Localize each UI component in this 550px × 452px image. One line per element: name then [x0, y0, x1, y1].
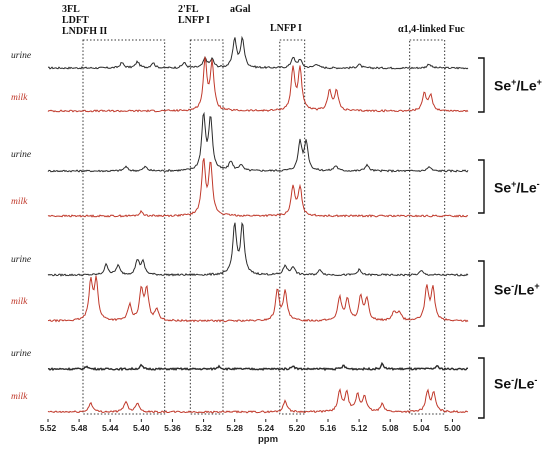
group-3-se-sup: - — [511, 281, 515, 291]
trace-label-milk-2: milk — [11, 197, 28, 207]
group-3-le: Le — [518, 281, 535, 298]
group-1-le-sup: + — [536, 77, 542, 87]
region-label-a14fuc: α1,4-linked Fuc — [398, 24, 465, 35]
spectrum-urine-1 — [47, 35, 469, 70]
region-label-3fl-line1: 3FL — [62, 4, 80, 15]
x-tick-label-6: 5.32 — [195, 423, 212, 433]
region-box-2 — [189, 39, 224, 415]
spectrum-milk-2 — [47, 158, 469, 218]
trace-label-milk-1: milk — [11, 93, 28, 103]
x-tick-label-5: 5.36 — [164, 423, 181, 433]
region-label-2fl-line2: LNFP I — [178, 15, 210, 26]
group-3-se: Se — [494, 281, 512, 298]
x-tick-label-2: 5.48 — [71, 423, 88, 433]
region-label-lnfp: LNFP I — [270, 23, 302, 34]
spectrum-urine-2 — [47, 111, 469, 173]
group-4-le: Le — [518, 375, 535, 392]
group-label-3: Se-/Le+ — [494, 281, 540, 298]
region-label-3fl-line3: LNDFH II — [62, 26, 108, 37]
region-label-agal: aGal — [230, 4, 251, 15]
group-label-2: Se+/Le- — [494, 179, 540, 196]
spectrum-urine-3 — [47, 221, 469, 277]
group-label-4: Se-/Le- — [494, 375, 538, 392]
spectrum-milk-1 — [47, 56, 469, 113]
region-label-2fl-line1: 2'FL — [178, 4, 199, 15]
group-4-se: Se — [494, 375, 512, 392]
region-label-2fl: 2'FL LNFP I — [178, 4, 210, 26]
x-tick-label-7: 5.28 — [226, 423, 243, 433]
group-1-se-sup: + — [511, 77, 517, 87]
x-tick-label-12: 5.08 — [382, 423, 399, 433]
region-box-1 — [82, 39, 166, 415]
group-label-1: Se+/Le+ — [494, 77, 542, 94]
region-box-4 — [279, 39, 306, 415]
x-tick-label-3: 5.44 — [102, 423, 119, 433]
trace-label-urine-4: urine — [11, 349, 32, 359]
trace-label-milk-3: milk — [11, 297, 28, 307]
x-tick-label-11: 5.12 — [351, 423, 368, 433]
x-tick-label-10: 5.16 — [320, 423, 337, 433]
spectrum-urine-4 — [47, 361, 469, 372]
group-1-se: Se — [494, 77, 512, 94]
trace-label-urine-1: urine — [11, 51, 32, 61]
group-bracket-1 — [478, 57, 485, 113]
region-box-5 — [409, 39, 446, 415]
x-tick-label-9: 5.20 — [289, 423, 306, 433]
x-tick-label-14: 5.00 — [444, 423, 461, 433]
trace-label-milk-4: milk — [11, 392, 28, 402]
spectrum-milk-3 — [47, 275, 469, 323]
region-label-3fl-line2: LDFT — [62, 15, 89, 26]
group-2-se: Se — [494, 179, 512, 196]
x-tick-label-4: 5.40 — [133, 423, 150, 433]
group-bracket-2 — [478, 159, 485, 214]
x-tick-label-1: 5.52 — [40, 423, 57, 433]
group-4-se-sup: - — [511, 375, 515, 385]
x-axis-label: ppm — [258, 434, 279, 445]
trace-label-urine-2: urine — [11, 150, 32, 160]
spectrum-milk-4 — [47, 388, 469, 414]
group-4-le-sup: - — [534, 375, 538, 385]
group-bracket-3 — [478, 260, 485, 327]
group-3-le-sup: + — [534, 281, 540, 291]
group-2-le: Le — [520, 179, 537, 196]
x-tick-label-8: 5.24 — [258, 423, 275, 433]
group-1-le: Le — [520, 77, 537, 94]
region-label-3fl: 3FL LDFT LNDFH II — [62, 4, 107, 37]
trace-label-urine-3: urine — [11, 255, 32, 265]
group-bracket-4 — [478, 357, 485, 419]
x-tick-label-13: 5.04 — [413, 423, 430, 433]
group-2-le-sup: - — [536, 179, 540, 189]
group-2-se-sup: + — [511, 179, 517, 189]
